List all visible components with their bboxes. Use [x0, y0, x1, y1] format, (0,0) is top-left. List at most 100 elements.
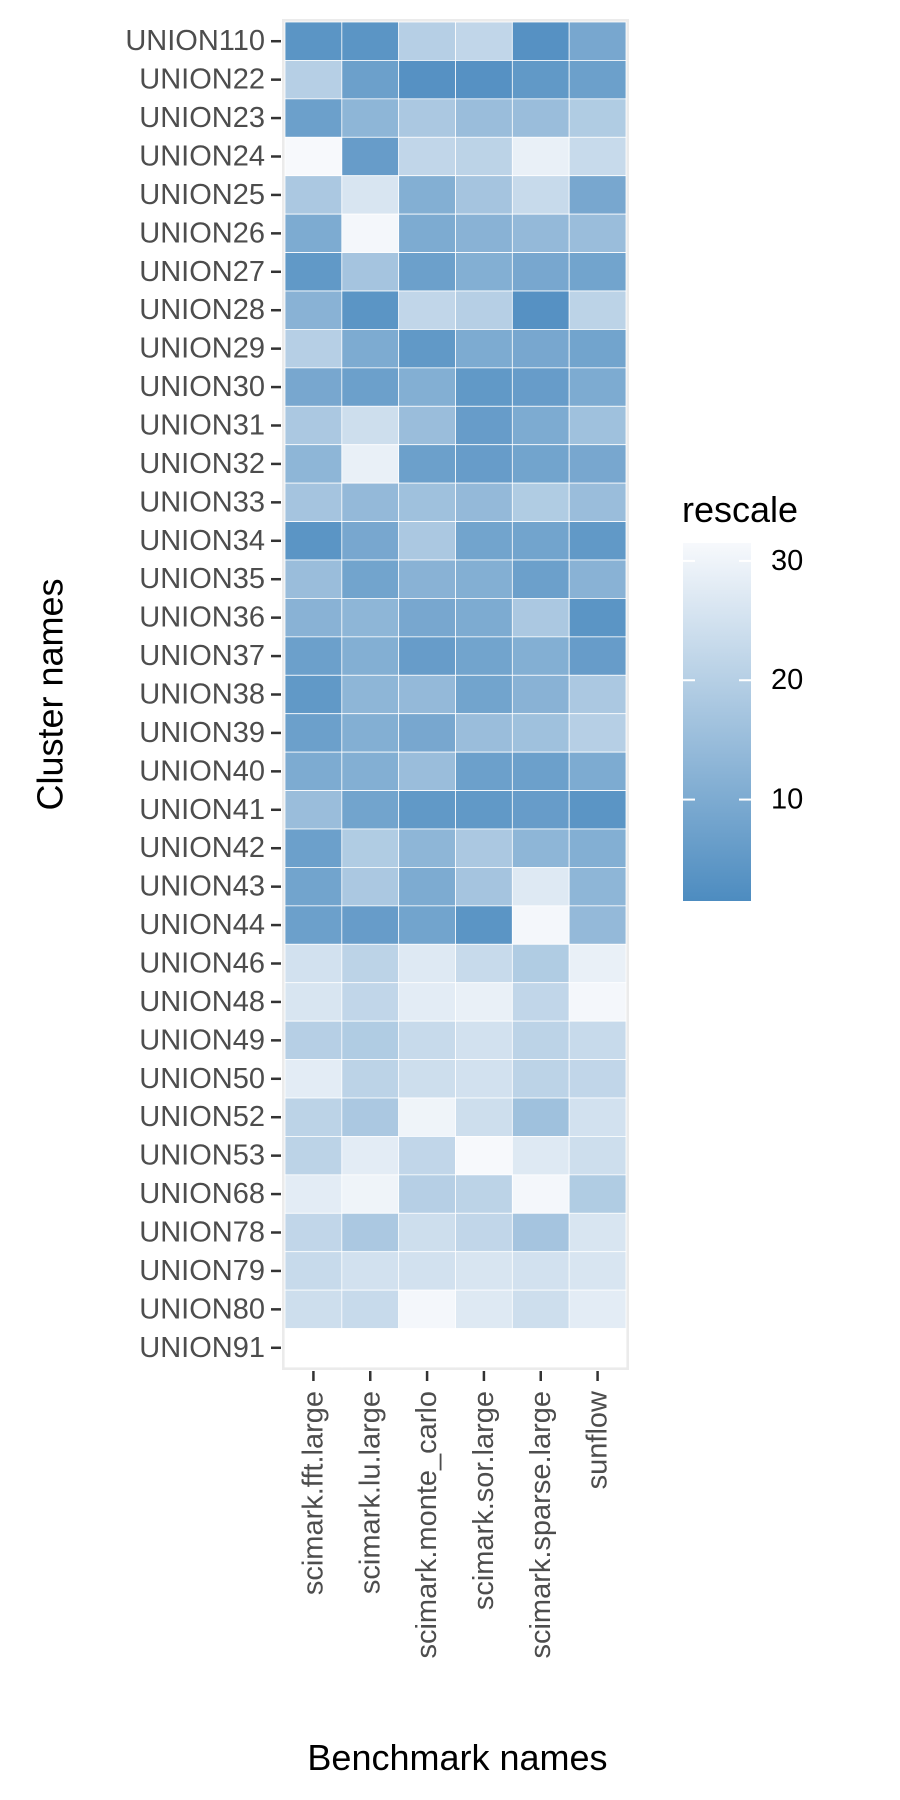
heatmap-cell: [398, 1251, 456, 1291]
y-tick-label: UNION26: [139, 217, 265, 249]
heatmap-cell: [341, 21, 400, 61]
heatmap-cell: [568, 713, 627, 753]
heatmap-cell: [398, 21, 456, 61]
heatmap-cell: [341, 136, 400, 177]
heatmap-cell: [284, 329, 343, 369]
heatmap-cell: [284, 136, 343, 177]
heatmap-cell: [398, 905, 456, 945]
heatmap-cell: [511, 636, 570, 676]
heatmap-cell: [511, 252, 570, 292]
heatmap-cell: [511, 598, 570, 638]
heatmap-cell: [568, 252, 627, 292]
heatmap-cell: [398, 1136, 456, 1176]
heatmap-cell: [511, 1020, 570, 1060]
heatmap-cell: [341, 175, 400, 215]
heatmap-cell: [284, 367, 343, 407]
y-tick-label: UNION42: [139, 832, 265, 864]
heatmap-cell: [455, 252, 513, 292]
heatmap-cell: [398, 828, 456, 868]
heatmap-cell: [455, 1212, 513, 1253]
y-tick-label: UNION39: [139, 717, 265, 749]
heatmap-cells: [284, 21, 627, 1368]
heatmap-cell: [284, 713, 343, 753]
heatmap-cell: [568, 1251, 627, 1291]
heatmap-cell: [568, 828, 627, 868]
color-legend: rescale 10 20 30: [682, 489, 803, 901]
heatmap-cell: [341, 290, 400, 330]
heatmap-cell: [455, 674, 513, 715]
heatmap-cell: [284, 982, 343, 1022]
x-axis-tick-labels: scimark.fft.large scimark.lu.large scimark…: [297, 1390, 613, 1659]
x-axis-title: Benchmark names: [307, 1737, 607, 1778]
heatmap-cell: [511, 943, 570, 984]
heatmap-cell: [511, 521, 570, 561]
axis-ticks: [271, 39, 599, 1381]
heatmap-cell: [455, 713, 513, 753]
heatmap-cell: [284, 943, 343, 984]
heatmap-cell: [568, 751, 627, 791]
heatmap-cell: [398, 1328, 456, 1368]
heatmap-cell: [341, 367, 400, 407]
heatmap-cell: [511, 1251, 570, 1291]
heatmap-cell: [511, 1174, 570, 1214]
heatmap-cell: [568, 60, 627, 100]
heatmap-cell: [511, 482, 570, 522]
heatmap-cell: [455, 790, 513, 830]
legend-tick-label: 20: [771, 664, 803, 696]
heatmap-cell: [455, 943, 513, 984]
heatmap-cell: [341, 751, 400, 791]
heatmap-cell: [511, 559, 570, 599]
heatmap-cell: [511, 828, 570, 868]
y-tick-label: UNION23: [139, 102, 265, 134]
y-axis-title: Cluster names: [30, 578, 71, 810]
heatmap-cell: [398, 982, 456, 1022]
y-tick-label: UNION41: [139, 794, 265, 826]
y-tick-label: UNION52: [139, 1101, 265, 1133]
heatmap-cell: [341, 943, 400, 984]
heatmap-cell: [284, 213, 343, 253]
heatmap-cell: [341, 213, 400, 253]
x-tick-label: scimark.sparse.large: [525, 1391, 557, 1659]
heatmap-cell: [568, 98, 627, 138]
heatmap-cell: [511, 1097, 570, 1137]
heatmap-cell: [284, 559, 343, 599]
heatmap-cell: [455, 521, 513, 561]
y-tick-label: UNION29: [139, 333, 265, 365]
heatmap-cell: [455, 751, 513, 791]
heatmap-cell: [284, 751, 343, 791]
heatmap-cell: [455, 1289, 513, 1329]
heatmap-cell: [511, 290, 570, 330]
heatmap-cell: [341, 828, 400, 868]
heatmap-cell: [511, 751, 570, 791]
y-tick-label: UNION48: [139, 986, 265, 1018]
heatmap-cell: [341, 1251, 400, 1291]
y-tick-label: UNION79: [139, 1255, 265, 1287]
heatmap-cell: [398, 60, 456, 100]
heatmap-cell: [284, 482, 343, 522]
y-tick-label: UNION91: [139, 1332, 265, 1364]
y-tick-label: UNION50: [139, 1063, 265, 1095]
heatmap-cell: [455, 1020, 513, 1060]
heatmap-cell: [284, 98, 343, 138]
heatmap-cell: [568, 444, 627, 484]
heatmap-cell: [568, 1174, 627, 1214]
heatmap-cell: [511, 329, 570, 369]
heatmap-cell: [455, 598, 513, 638]
heatmap-cell: [398, 521, 456, 561]
heatmap-cell: [341, 444, 400, 484]
heatmap-cell: [455, 213, 513, 253]
heatmap-cell: [341, 405, 400, 446]
heatmap-cell: [568, 21, 627, 61]
heatmap-cell: [284, 674, 343, 715]
heatmap-cell: [455, 1059, 513, 1099]
heatmap-cell: [398, 213, 456, 253]
y-tick-label: UNION25: [139, 179, 265, 211]
heatmap-cell: [455, 1136, 513, 1176]
heatmap-cell: [398, 790, 456, 830]
heatmap-cell: [398, 559, 456, 599]
heatmap-cell: [455, 982, 513, 1022]
heatmap-cell: [341, 252, 400, 292]
heatmap-cell: [568, 636, 627, 676]
heatmap-cell: [341, 1212, 400, 1253]
heatmap-cell: [568, 521, 627, 561]
